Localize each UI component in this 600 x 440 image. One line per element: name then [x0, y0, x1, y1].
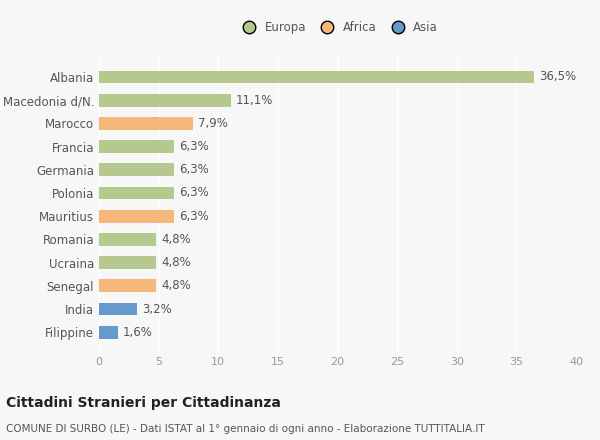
- Bar: [99, 303, 137, 315]
- Bar: [99, 279, 156, 292]
- Bar: [99, 210, 174, 223]
- Text: 7,9%: 7,9%: [198, 117, 228, 130]
- Bar: [99, 187, 174, 199]
- Bar: [99, 233, 156, 246]
- Text: 36,5%: 36,5%: [539, 70, 576, 84]
- Legend: Europa, Africa, Asia: Europa, Africa, Asia: [233, 16, 442, 38]
- Bar: [99, 256, 156, 269]
- Bar: [99, 326, 118, 339]
- Bar: [99, 140, 174, 153]
- Bar: [99, 117, 193, 130]
- Text: 4,8%: 4,8%: [161, 279, 191, 292]
- Text: 6,3%: 6,3%: [179, 187, 209, 199]
- Bar: [99, 70, 534, 83]
- Text: 1,6%: 1,6%: [123, 326, 153, 339]
- Bar: [99, 94, 232, 106]
- Bar: [99, 163, 174, 176]
- Text: 6,3%: 6,3%: [179, 210, 209, 223]
- Text: 3,2%: 3,2%: [142, 303, 172, 315]
- Text: 6,3%: 6,3%: [179, 163, 209, 176]
- Text: COMUNE DI SURBO (LE) - Dati ISTAT al 1° gennaio di ogni anno - Elaborazione TUTT: COMUNE DI SURBO (LE) - Dati ISTAT al 1° …: [6, 424, 485, 434]
- Text: 4,8%: 4,8%: [161, 256, 191, 269]
- Text: Cittadini Stranieri per Cittadinanza: Cittadini Stranieri per Cittadinanza: [6, 396, 281, 410]
- Text: 11,1%: 11,1%: [236, 94, 274, 106]
- Text: 4,8%: 4,8%: [161, 233, 191, 246]
- Text: 6,3%: 6,3%: [179, 140, 209, 153]
